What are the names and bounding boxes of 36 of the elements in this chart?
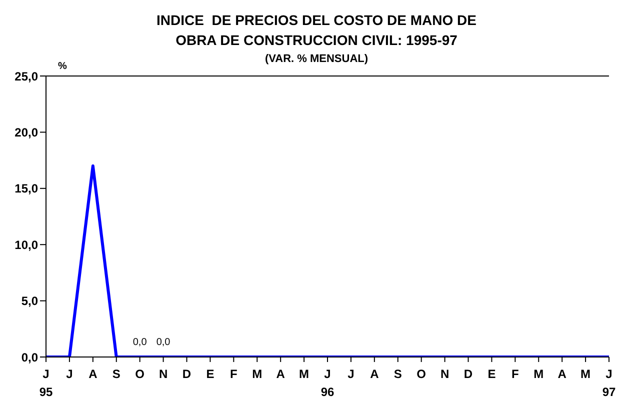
x-tick-label: J 96 [320, 367, 334, 399]
x-tick-label: J [66, 367, 73, 381]
x-tick-label: M [534, 367, 544, 381]
x-tick-label: E [488, 367, 496, 381]
y-tick-label: 0,0 [21, 350, 38, 364]
x-tick-label: A [276, 367, 286, 381]
data-label: 0,0 [132, 337, 148, 348]
data-label: 0,0 [156, 337, 171, 348]
y-axis-title: % [58, 60, 67, 74]
x-tick-label: E [206, 367, 214, 381]
x-tick-label: J [348, 367, 354, 381]
x-tick-label: S [112, 367, 120, 381]
x-tick-label: J 97 [602, 367, 616, 399]
x-tick-label: F [230, 367, 238, 381]
chart-title: INDICE DE PRECIOS DEL COSTO DE MANO DE OBRA DE CONSTRUCCION CIVIL: 1995-97 [156, 11, 478, 50]
x-tick-label: D [182, 367, 192, 381]
x-tick-label: A [558, 367, 567, 381]
y-tick-label: 5,0 [21, 294, 38, 308]
y-tick-label: 15,0 [14, 182, 38, 196]
x-tick-label: N [440, 367, 450, 381]
x-tick-label: M [299, 367, 310, 381]
x-tick-label: A [370, 367, 380, 381]
x-tick-label: N [158, 367, 168, 381]
y-tick-label: 25,0 [14, 69, 38, 84]
x-tick-label: F [511, 367, 519, 381]
x-tick-label: O [135, 367, 145, 381]
x-tick-label: A [88, 367, 98, 381]
x-tick-label: O [416, 367, 426, 381]
x-tick-label: S [394, 367, 402, 381]
x-tick-label: D [464, 367, 473, 381]
y-tick-label: 10,0 [14, 238, 38, 252]
chart-subtitle: (VAR. % MENSUAL) [264, 53, 368, 65]
x-tick-label: M [580, 367, 591, 381]
x-tick-label: J 95 [39, 367, 53, 399]
x-tick-label: M [252, 367, 262, 381]
y-tick-label: 20,0 [14, 125, 38, 140]
